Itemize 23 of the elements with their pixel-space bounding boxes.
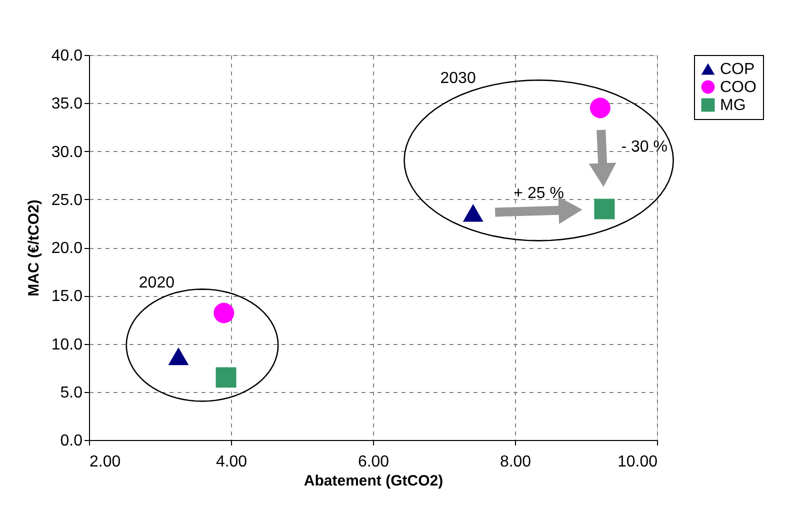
annotation: + 25 % bbox=[514, 184, 564, 202]
x-axis-title: Abatement (GtCO2) bbox=[304, 472, 444, 490]
y-tick-label: 5.0 bbox=[60, 384, 83, 402]
x-tick-label: 4.00 bbox=[216, 454, 248, 470]
y-tick-label: 15.0 bbox=[51, 288, 83, 306]
x-tick-label: 8.00 bbox=[500, 454, 532, 470]
y-tick-label: 0.0 bbox=[60, 432, 83, 450]
annotation: 2020 bbox=[138, 274, 175, 292]
x-tick-label: 6.00 bbox=[358, 454, 390, 470]
legend-label: COP bbox=[720, 61, 755, 78]
y-tick-label: 20.0 bbox=[51, 240, 83, 257]
legend-label: MG bbox=[720, 97, 746, 114]
y-tick-label: 40.0 bbox=[51, 48, 83, 64]
x-tick-label: 10.00 bbox=[617, 454, 658, 470]
y-tick-label: 25.0 bbox=[51, 192, 83, 209]
y-tick-label: 35.0 bbox=[51, 96, 83, 113]
y-axis-title: MAC (€/tCO2) bbox=[25, 200, 42, 296]
x-tick-label: 2.00 bbox=[90, 454, 121, 470]
annotation: - 30 % bbox=[621, 138, 668, 156]
annotation: 2030 bbox=[440, 70, 476, 88]
y-tick-label: 10.0 bbox=[51, 336, 83, 354]
y-tick-label: 30.0 bbox=[51, 144, 83, 161]
legend-label: COO bbox=[720, 79, 756, 96]
